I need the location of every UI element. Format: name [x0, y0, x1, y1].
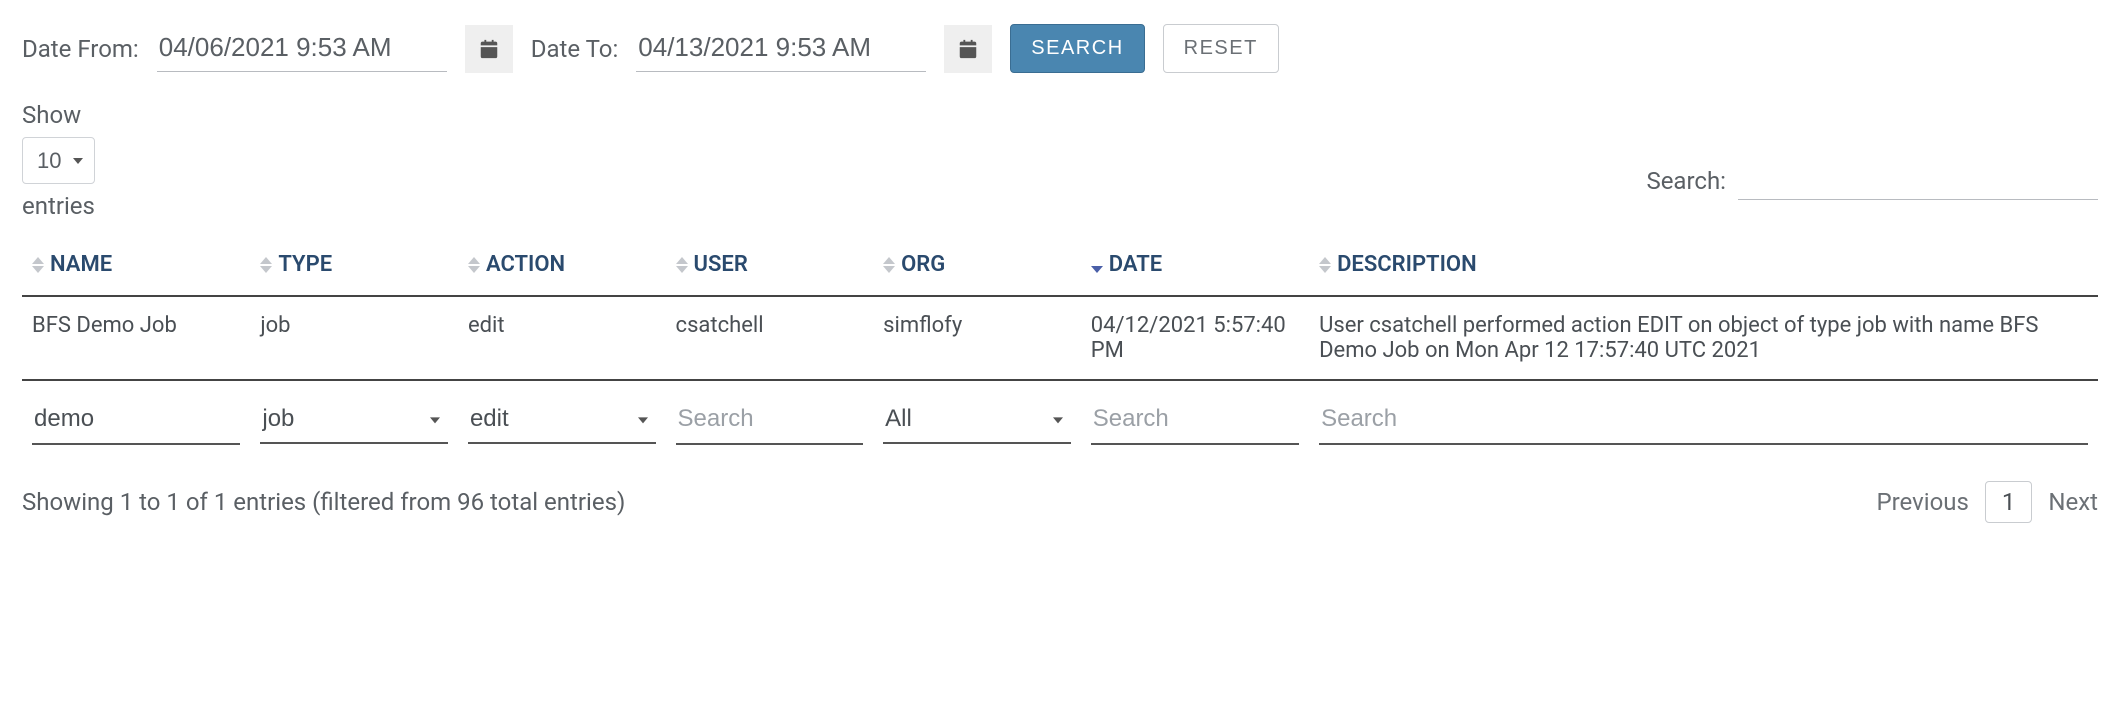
- length-select[interactable]: 10: [22, 137, 95, 184]
- filter-action-select[interactable]: edit: [468, 399, 656, 442]
- col-header-type[interactable]: TYPE: [250, 238, 458, 296]
- filter-type-select[interactable]: job: [260, 399, 448, 442]
- col-header-description[interactable]: DESCRIPTION: [1309, 238, 2098, 296]
- length-show-label: Show: [22, 101, 95, 129]
- date-to-label: Date To:: [531, 35, 619, 63]
- global-search-input[interactable]: [1738, 161, 2098, 200]
- table-controls-row: Show 10 entries Search:: [22, 101, 2098, 220]
- calendar-icon: [478, 38, 500, 60]
- top-filter-bar: Date From: Date To: SEARCH RESET: [22, 24, 2098, 73]
- date-to-calendar-button[interactable]: [944, 25, 992, 73]
- date-to-input[interactable]: [636, 26, 926, 72]
- cell-type: job: [250, 296, 458, 380]
- col-header-user[interactable]: USER: [666, 238, 874, 296]
- filter-org-select[interactable]: All: [883, 399, 1071, 442]
- audit-table: NAME TYPE ACTION USER ORG DATE DESCRIPTI…: [22, 238, 2098, 453]
- cell-name: BFS Demo Job: [22, 296, 250, 380]
- calendar-icon: [957, 38, 979, 60]
- cell-action: edit: [458, 296, 666, 380]
- filter-user-input[interactable]: [676, 399, 864, 445]
- cell-date: 04/12/2021 5:57:40 PM: [1081, 296, 1309, 380]
- length-menu: Show 10 entries: [22, 101, 95, 220]
- col-header-name[interactable]: NAME: [22, 238, 250, 296]
- date-from-input[interactable]: [157, 26, 447, 72]
- table-row: BFS Demo Job job edit csatchell simflofy…: [22, 296, 2098, 380]
- col-header-org[interactable]: ORG: [873, 238, 1081, 296]
- length-entries-label: entries: [22, 192, 95, 220]
- search-button[interactable]: SEARCH: [1010, 24, 1144, 73]
- filter-name-input[interactable]: [32, 399, 240, 445]
- reset-button[interactable]: RESET: [1163, 24, 1279, 73]
- pagination-page-1[interactable]: 1: [1985, 481, 2033, 523]
- search-label: Search:: [1646, 167, 1726, 195]
- cell-description: User csatchell performed action EDIT on …: [1309, 296, 2098, 380]
- filter-description-input[interactable]: [1319, 399, 2088, 445]
- table-info: Showing 1 to 1 of 1 entries (filtered fr…: [22, 488, 625, 516]
- date-from-calendar-button[interactable]: [465, 25, 513, 73]
- pagination-next[interactable]: Next: [2048, 488, 2098, 516]
- pagination: Previous 1 Next: [1877, 481, 2099, 523]
- col-header-date[interactable]: DATE: [1081, 238, 1309, 296]
- cell-user: csatchell: [666, 296, 874, 380]
- col-header-action[interactable]: ACTION: [458, 238, 666, 296]
- date-from-label: Date From:: [22, 35, 139, 63]
- global-search: Search:: [1646, 161, 2098, 200]
- cell-org: simflofy: [873, 296, 1081, 380]
- header-row: NAME TYPE ACTION USER ORG DATE DESCRIPTI…: [22, 238, 2098, 296]
- filter-date-input[interactable]: [1091, 399, 1299, 445]
- table-footer: Showing 1 to 1 of 1 entries (filtered fr…: [22, 481, 2098, 523]
- filter-row: job edit All: [22, 380, 2098, 453]
- pagination-prev[interactable]: Previous: [1877, 488, 1969, 516]
